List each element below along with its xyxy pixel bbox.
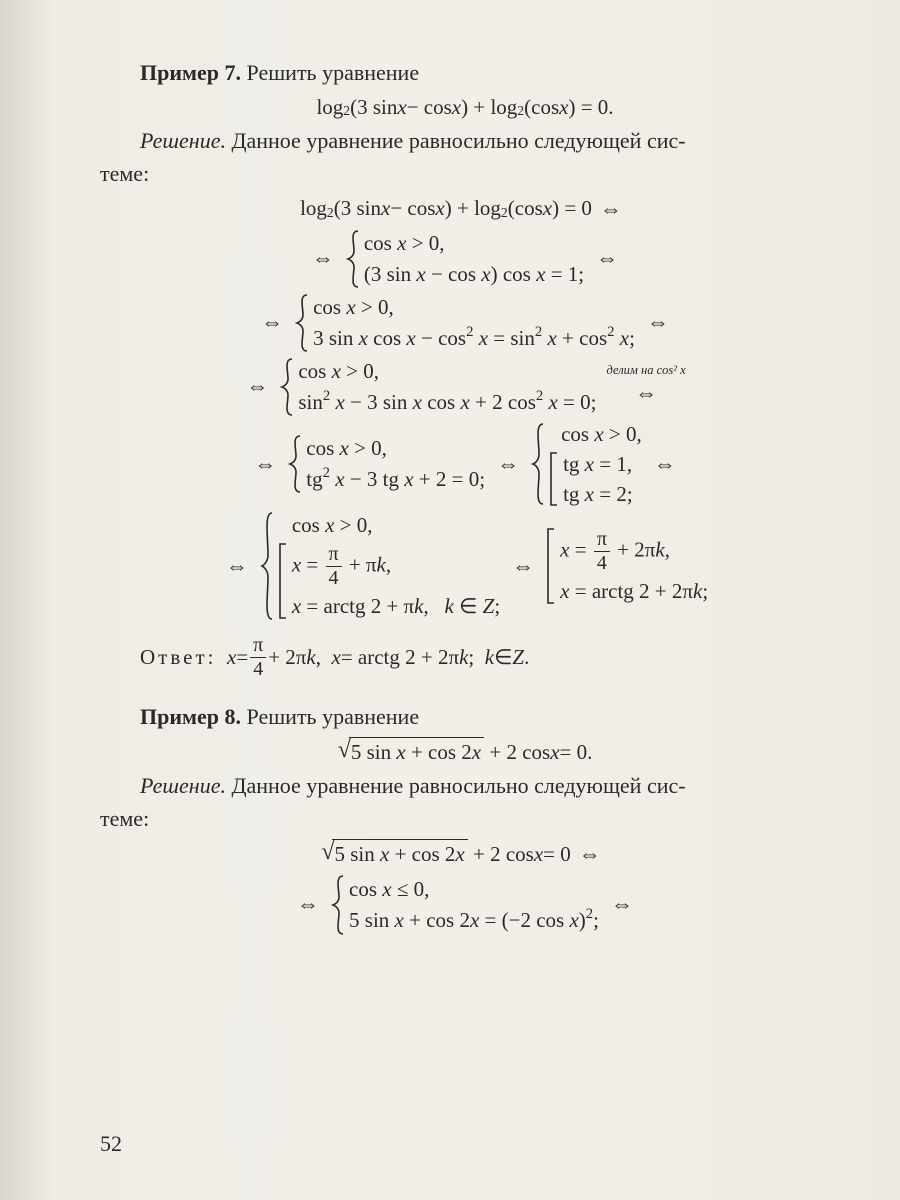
iff-icon: ⇔	[497, 449, 519, 480]
ex7-equation-expr: log2(3 sin x − cos x) + log2(cos x) = 0.	[316, 93, 613, 122]
ex7-sys3: ⇔ cos x > 0, sin2 x − 3 sin x cos x + 2 …	[100, 357, 830, 417]
ex7-sys5b-system: x = π4 + 2πk, x = arctg 2 + 2πk;	[546, 527, 708, 605]
iff-icon: ⇔	[647, 307, 669, 338]
ex7-sys5-l2: x = π4 + πk,	[292, 544, 500, 589]
page: Пример 7. Решить уравнение log2(3 sin x …	[0, 0, 900, 1200]
divide-note: делим на cos² x	[606, 364, 685, 377]
square-bracket-icon	[549, 451, 563, 508]
ex7-heading-bold: Пример 7.	[140, 60, 241, 85]
ex7-sys5b-l1: x = π4 + 2πk,	[560, 529, 708, 574]
ex7-step1-expr: log2(3 sin x − cos x) + log2(cos x) = 0 …	[300, 194, 630, 225]
ex7-sys2: ⇔ cos x > 0, 3 sin x cos x − cos2 x = si…	[100, 293, 830, 353]
ex8-solution-rest: Данное уравнение равносильно следующей с…	[226, 773, 686, 798]
ex7-sys3-l1: cos x > 0,	[298, 358, 596, 384]
ex7-sys4-system: cos x > 0, tg2 x − 3 tg x + 2 = 0;	[288, 434, 485, 494]
ex8-heading-bold: Пример 8.	[140, 704, 241, 729]
ex7-sys1-l2: (3 sin x − cos x) cos x = 1;	[364, 261, 584, 287]
ex7-answer-k: k ∈ Z.	[485, 643, 530, 672]
iff-icon: ⇔	[254, 449, 276, 480]
page-number: 52	[100, 1129, 122, 1160]
ex7-sys2-l1: cos x > 0,	[313, 294, 635, 320]
iff-icon: ⇔	[246, 371, 268, 402]
ex7-sys1: ⇔ cos x > 0, (3 sin x − cos x) cos x = 1…	[100, 229, 830, 289]
iff-icon: ⇔	[611, 889, 633, 920]
ex7-sys5-system: cos x > 0, x = π4 + πk, x = arctg 2 + πk…	[260, 511, 500, 621]
ex8-sys1: ⇔ cos x ≤ 0, 5 sin x + cos 2x = (−2 cos …	[100, 874, 830, 936]
ex8-solution-line1: Решение. Данное уравнение равносильно сл…	[100, 771, 830, 802]
ex7-sys5-l3: x = arctg 2 + πk, k ∈ Z;	[292, 593, 500, 619]
sqrt-icon: √5 sin x + cos 2x	[338, 737, 485, 767]
ex7-equation: log2(3 sin x − cos x) + log2(cos x) = 0.	[100, 93, 830, 122]
ex8-equation-expr: √5 sin x + cos 2x + 2 cos x = 0.	[338, 737, 593, 767]
ex7-solution-line2: теме:	[100, 159, 830, 190]
ex7-solution-line1: Решение. Данное уравнение равносильно сл…	[100, 126, 830, 157]
ex7-sys4-row: ⇔ cos x > 0, tg2 x − 3 tg x + 2 = 0; ⇔ c…	[100, 421, 830, 508]
ex7-sys4b-l3: tg x = 2;	[563, 481, 633, 507]
curly-brace-icon	[260, 511, 278, 621]
iff-with-note: делим на cos² x ⇔	[606, 364, 685, 408]
curly-brace-icon	[295, 293, 313, 353]
iff-icon: ⇔	[261, 307, 283, 338]
ex7-answer-x1: x = π4 + 2πk,	[227, 635, 332, 680]
ex7-sys4b-l2: tg x = 1,	[563, 451, 633, 477]
ex8-solution-line2: теме:	[100, 804, 830, 835]
ex8-equation: √5 sin x + cos 2x + 2 cos x = 0.	[100, 737, 830, 767]
ex7-solution-label: Решение.	[140, 128, 226, 153]
ex7-sys5b-l2: x = arctg 2 + 2πk;	[560, 578, 708, 604]
iff-icon: ⇔	[596, 243, 618, 274]
iff-icon: ⇔	[312, 243, 334, 274]
square-bracket-icon	[278, 542, 292, 620]
ex7-answer-x2: x = arctg 2 + 2πk;	[332, 643, 485, 672]
iff-icon: ⇔	[226, 551, 248, 582]
ex8-heading: Пример 8. Решить уравнение	[100, 702, 830, 733]
answer-label: Ответ:	[140, 643, 227, 672]
curly-brace-icon	[331, 874, 349, 936]
ex7-sys4-l2: tg2 x − 3 tg x + 2 = 0;	[306, 465, 485, 492]
curly-brace-icon	[346, 229, 364, 289]
ex8-sys1-l2: 5 sin x + cos 2x = (−2 cos x)2;	[349, 906, 599, 933]
sqrt-icon: √5 sin x + cos 2x	[321, 839, 468, 869]
iff-icon: ⇔	[297, 889, 319, 920]
ex7-sys4-l1: cos x > 0,	[306, 435, 485, 461]
ex7-sys1-l1: cos x > 0,	[364, 230, 584, 256]
ex8-step1: √5 sin x + cos 2x + 2 cos x = 0 ⇔	[100, 839, 830, 870]
ex7-step1: log2(3 sin x − cos x) + log2(cos x) = 0 …	[100, 194, 830, 225]
square-bracket-icon	[546, 527, 560, 605]
curly-brace-icon	[280, 357, 298, 417]
ex7-sys1-system: cos x > 0, (3 sin x − cos x) cos x = 1;	[346, 229, 584, 289]
ex7-sys2-system: cos x > 0, 3 sin x cos x − cos2 x = sin2…	[295, 293, 635, 353]
ex7-answer: Ответ: x = π4 + 2πk, x = arctg 2 + 2πk; …	[100, 635, 830, 680]
ex7-sys3-l2: sin2 x − 3 sin x cos x + 2 cos2 x = 0;	[298, 388, 596, 415]
ex7-sys4b-system: cos x > 0, tg x = 1, tg x = 2;	[531, 421, 642, 508]
iff-icon: ⇔	[512, 551, 534, 582]
ex7-heading: Пример 7. Решить уравнение	[100, 58, 830, 89]
ex8-step1-expr: √5 sin x + cos 2x + 2 cos x = 0 ⇔	[321, 839, 609, 870]
ex8-sys1-l1: cos x ≤ 0,	[349, 876, 599, 902]
curly-brace-icon	[288, 434, 306, 494]
ex8-solution-label: Решение.	[140, 773, 226, 798]
ex7-sys2-l2: 3 sin x cos x − cos2 x = sin2 x + cos2 x…	[313, 324, 635, 351]
ex8-sys1-system: cos x ≤ 0, 5 sin x + cos 2x = (−2 cos x)…	[331, 874, 599, 936]
ex8-heading-rest: Решить уравнение	[241, 704, 419, 729]
ex7-sys4b-l1: cos x > 0,	[549, 421, 642, 447]
ex7-sys5-row: ⇔ cos x > 0, x = π4 + πk,	[100, 511, 830, 621]
ex7-solution-rest: Данное уравнение равносильно следующей с…	[226, 128, 686, 153]
ex7-heading-rest: Решить уравнение	[241, 60, 419, 85]
ex7-sys3-system: cos x > 0, sin2 x − 3 sin x cos x + 2 co…	[280, 357, 596, 417]
ex7-sys5-l1: cos x > 0,	[278, 512, 500, 538]
curly-brace-icon	[531, 421, 549, 508]
iff-icon: ⇔	[654, 449, 676, 480]
